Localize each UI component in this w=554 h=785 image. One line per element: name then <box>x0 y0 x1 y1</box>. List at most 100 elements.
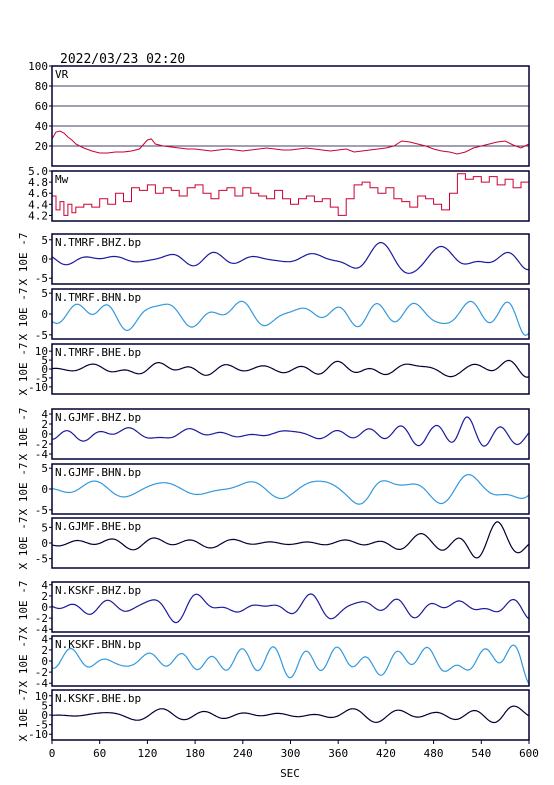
y-tick-label: -5 <box>35 372 48 385</box>
panel-title: N.KSKF.BHE.bp <box>55 692 141 705</box>
panel-frame <box>51 343 530 395</box>
y-tick-label: 5 <box>41 462 48 475</box>
y-unit-label: X 10E -7 <box>17 581 30 634</box>
vr-series-line <box>51 130 530 155</box>
y-tick-label: -5 <box>35 719 48 732</box>
panel-title: N.TMRF.BHN.bp <box>55 291 141 304</box>
waveform-line <box>51 359 530 378</box>
y-tick-label: 2 <box>41 418 48 431</box>
y-unit-label: X 10E -7 <box>17 233 30 286</box>
x-tick-label: 300 <box>281 747 301 760</box>
y-unit-label: X 10E -7 <box>17 517 30 570</box>
y-tick-label: 0 <box>41 601 48 614</box>
panel-mw: 5.04.84.64.44.2 Mw <box>28 165 530 222</box>
x-tick-label: 600 <box>519 747 539 760</box>
panel-n-kskf-bhn-bp: 420-2-4 X 10E -7 N.KSKF.BHN.bp <box>17 633 530 690</box>
x-tick-label: 180 <box>185 747 205 760</box>
y-unit-label: X 10E -7 <box>17 408 30 461</box>
y-tick-label: 0 <box>41 483 48 496</box>
panel-frame <box>51 463 530 515</box>
y-tick-label: -5 <box>35 553 48 566</box>
y-tick-label: 4.8 <box>28 176 48 189</box>
y-tick-label: 80 <box>35 80 48 93</box>
panel-frame <box>51 65 530 167</box>
y-tick-label: -4 <box>35 448 49 461</box>
y-unit-label: X 10E -7 <box>17 288 30 341</box>
x-axis-label: SEC <box>280 767 300 780</box>
panel-frame <box>51 517 530 569</box>
x-tick-label: 540 <box>471 747 491 760</box>
y-unit-label: X 10E -7 <box>17 463 30 516</box>
y-tick-label: 0 <box>41 537 48 550</box>
y-tick-label: -5 <box>35 329 48 342</box>
x-tick-label: 60 <box>93 747 106 760</box>
panel-title: VR <box>55 68 69 81</box>
y-tick-label: 4 <box>41 408 48 421</box>
y-tick-label: -2 <box>35 666 48 679</box>
panel-frame <box>51 288 530 340</box>
panel-frame <box>51 170 530 222</box>
y-tick-label: 4 <box>41 633 48 646</box>
y-tick-label: 60 <box>35 100 48 113</box>
panel-frame <box>51 233 530 285</box>
y-tick-label: 10 <box>35 345 48 358</box>
waveform-line <box>51 416 530 447</box>
y-tick-label: 0 <box>41 253 48 266</box>
panel-n-tmrf-bhn-bp: 5 0 -5 X 10E -7 N.TMRF.BHN.bp <box>17 287 530 342</box>
y-tick-label: 0 <box>41 363 48 376</box>
y-tick-label: 5 <box>41 521 48 534</box>
y-tick-label: 4.4 <box>28 198 48 211</box>
panel-title: N.TMRF.BHZ.bp <box>55 236 141 249</box>
x-tick-label: 240 <box>233 747 253 760</box>
y-tick-label: 5 <box>41 234 48 247</box>
y-unit-label: X 10E -7 <box>17 343 30 396</box>
mw-series-line <box>52 173 530 216</box>
panel-n-gjmf-bhn-bp: 5 0 -5 X 10E -7 N.GJMF.BHN.bp <box>17 462 530 517</box>
waveform-line <box>51 521 530 559</box>
y-tick-label: -5 <box>35 504 48 517</box>
panel-n-tmrf-bhz-bp: 5 0 -5 X 10E -7 N.TMRF.BHZ.bp <box>17 233 530 286</box>
y-tick-label: 4.2 <box>28 209 48 222</box>
x-tick-label: 360 <box>328 747 348 760</box>
x-tick-label: 120 <box>137 747 157 760</box>
report-timestamp: 2022/03/23 02:20 <box>60 52 185 67</box>
waveform-line <box>51 705 530 724</box>
y-tick-label: 0 <box>41 655 48 668</box>
panel-title: Mw <box>55 173 69 186</box>
y-tick-label: 4 <box>41 579 48 592</box>
y-tick-label: -10 <box>28 728 48 741</box>
y-tick-label: -2 <box>35 612 48 625</box>
panel-title: N.TMRF.BHE.bp <box>55 346 141 359</box>
waveform-line <box>51 242 530 274</box>
y-unit-label: X 10E -7 <box>17 635 30 688</box>
panel-frame <box>51 581 530 633</box>
y-tick-label: 100 <box>28 60 48 73</box>
panel-n-kskf-bhz-bp: 420-2-4 X 10E -7 N.KSKF.BHZ.bp <box>17 579 530 636</box>
y-tick-label: -10 <box>28 381 48 394</box>
waveform-line <box>51 474 530 505</box>
y-tick-label: 5 <box>41 287 48 300</box>
y-tick-label: 0 <box>41 709 48 722</box>
y-tick-label: 40 <box>35 120 48 133</box>
x-tick-label: 480 <box>424 747 444 760</box>
y-tick-label: -4 <box>35 677 49 690</box>
panel-n-gjmf-bhe-bp: 5 0 -5 X 10E -7 N.GJMF.BHE.bp <box>17 517 530 570</box>
y-tick-label: 5 <box>41 354 48 367</box>
y-tick-label: -2 <box>35 438 48 451</box>
y-tick-label: -5 <box>35 272 48 285</box>
y-tick-label: 2 <box>41 590 48 603</box>
y-tick-label: 0 <box>41 308 48 321</box>
y-tick-label: 20 <box>35 140 48 153</box>
waveform-line <box>51 644 530 685</box>
y-tick-label: 4.6 <box>28 187 48 200</box>
y-unit-label: X 10E -7 <box>17 689 30 742</box>
panel-title: N.GJMF.BHN.bp <box>55 466 141 479</box>
y-tick-label: 5 <box>41 699 48 712</box>
y-tick-label: -4 <box>35 623 49 636</box>
panel-title: N.GJMF.BHZ.bp <box>55 411 141 424</box>
waveform-line <box>51 300 530 336</box>
panel-frame <box>51 408 530 460</box>
panel-title: N.KSKF.BHN.bp <box>55 638 141 651</box>
